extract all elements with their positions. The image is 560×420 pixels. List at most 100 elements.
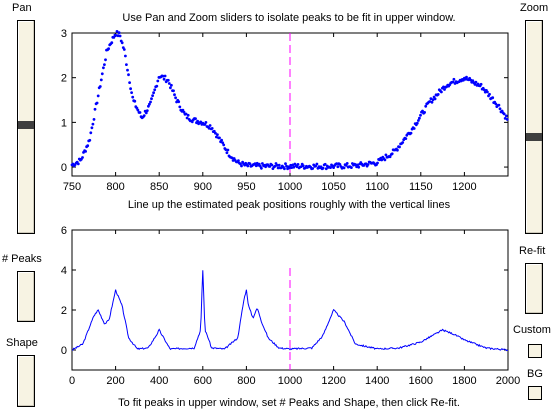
upper-chart-point <box>103 63 106 66</box>
upper-chart-point <box>218 136 221 140</box>
lower-chart-xtick-label: 1600 <box>409 375 433 387</box>
upper-chart-point <box>240 164 243 168</box>
upper-chart-point <box>127 73 130 77</box>
upper-chart-point <box>133 99 137 103</box>
upper-chart-point <box>155 84 159 88</box>
upper-chart-point <box>222 143 226 147</box>
upper-chart-point <box>89 131 93 135</box>
zoom-slider[interactable] <box>525 20 543 234</box>
upper-chart-point <box>335 162 339 166</box>
upper-chart-point <box>129 87 133 91</box>
upper-chart-point <box>237 159 240 163</box>
upper-chart-point <box>178 105 182 109</box>
upper-chart-point <box>384 153 388 157</box>
upper-chart-xtick-label: 850 <box>150 181 168 193</box>
upper-chart-point <box>324 167 328 171</box>
upper-chart-point <box>332 166 335 170</box>
lower-chart-series-line <box>71 270 509 352</box>
shape-slider[interactable] <box>17 355 35 407</box>
upper-chart-point <box>277 163 281 167</box>
upper-chart-point <box>452 77 456 81</box>
upper-chart-point <box>390 152 394 156</box>
upper-chart-point <box>98 85 102 88</box>
upper-chart-point <box>354 163 357 167</box>
upper-chart-point <box>95 101 99 105</box>
upper-chart-point <box>172 89 175 93</box>
upper-chart-point <box>366 163 370 166</box>
refit-button[interactable] <box>525 263 543 314</box>
upper-chart-point <box>162 77 166 81</box>
upper-chart-point <box>224 148 228 152</box>
upper-chart-point <box>136 108 140 112</box>
pan-slider[interactable] <box>17 20 35 234</box>
upper-chart-xtick-label: 1200 <box>452 181 476 193</box>
upper-chart-point <box>88 138 92 142</box>
upper-chart-point <box>431 98 435 102</box>
upper-chart-ytick-label: 1 <box>61 117 67 129</box>
upper-chart-point <box>430 100 434 104</box>
upper-chart-point <box>465 75 468 79</box>
upper-chart-point <box>283 167 286 171</box>
upper-chart-ticks: 750 800 850 900 950 1000 1050 1100 1150 1200 0 1 2 3 <box>61 28 508 193</box>
upper-chart-point <box>498 107 502 111</box>
upper-chart-point <box>479 82 483 86</box>
upper-chart-point <box>329 166 332 170</box>
upper-chart-point <box>174 96 178 100</box>
upper-chart-point <box>114 34 118 37</box>
upper-chart-ytick-label: 2 <box>61 73 67 85</box>
upper-chart-point <box>423 111 426 114</box>
upper-chart-point <box>440 90 443 94</box>
upper-chart-point <box>299 165 303 169</box>
upper-chart-point <box>396 148 399 152</box>
custom-checkbox[interactable] <box>528 344 542 358</box>
upper-chart-point <box>110 41 114 45</box>
zoom-slider-thumb[interactable] <box>526 133 542 141</box>
upper-chart-point <box>412 127 416 130</box>
peaks-slider[interactable] <box>17 271 35 322</box>
upper-chart-xtick-label: 1050 <box>321 181 345 193</box>
upper-chart-point <box>268 165 272 168</box>
upper-chart-point <box>383 158 387 162</box>
upper-chart-point <box>433 97 437 101</box>
lower-chart-xtick-label: 2000 <box>496 375 520 387</box>
lower-chart-xtick-label: 1400 <box>365 375 389 387</box>
upper-chart-point <box>504 114 508 118</box>
bg-checkbox[interactable] <box>528 386 542 400</box>
upper-chart-point <box>225 151 229 155</box>
pan-slider-thumb[interactable] <box>18 121 34 129</box>
upper-chart-point <box>226 148 230 152</box>
upper-chart-point <box>276 166 280 170</box>
upper-chart-point <box>380 158 384 162</box>
upper-chart-point <box>156 79 160 83</box>
lower-chart-xtick-label: 1800 <box>452 375 476 387</box>
refit-label: Re-fit <box>519 245 546 257</box>
upper-chart-point <box>428 100 432 103</box>
upper-chart-point <box>443 88 446 91</box>
upper-chart-point <box>203 123 207 126</box>
upper-chart-point <box>214 131 217 135</box>
upper-chart-point <box>93 107 97 111</box>
upper-chart-ytick-label: 0 <box>61 162 67 174</box>
upper-chart-point <box>494 102 498 106</box>
upper-chart-point <box>99 78 103 82</box>
lower-chart-xtick-label: 1200 <box>321 375 345 387</box>
upper-chart-points <box>70 30 509 171</box>
lower-chart-xtick-label: 600 <box>194 375 212 387</box>
upper-chart-point <box>100 72 104 76</box>
upper-chart-point <box>216 133 219 137</box>
custom-label: Custom <box>513 324 551 336</box>
lower-chart-ticks: 0 200 400 600 800 1000 1200 1400 1600 1800 2000 0 2 4… <box>61 225 520 387</box>
upper-chart-point <box>126 68 129 72</box>
upper-chart-point <box>208 124 212 127</box>
upper-chart-point <box>90 126 94 130</box>
upper-chart-point <box>292 165 296 169</box>
upper-chart-point <box>336 165 340 169</box>
upper-chart-point <box>149 100 152 104</box>
upper-chart-point <box>128 81 132 84</box>
upper-chart-point <box>116 34 120 38</box>
upper-chart-point <box>125 63 128 66</box>
upper-chart-point <box>261 162 264 165</box>
lower-chart-ytick-label: 0 <box>61 345 67 357</box>
upper-chart-point <box>442 85 445 89</box>
